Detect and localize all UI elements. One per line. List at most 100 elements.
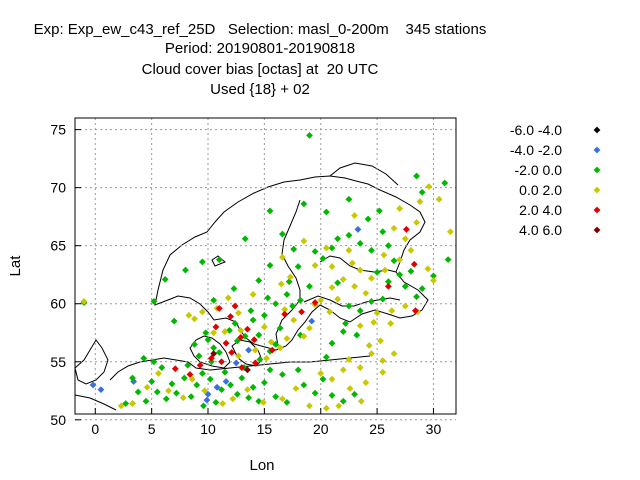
data-point (97, 386, 105, 394)
data-point (351, 282, 358, 290)
data-point (328, 339, 336, 347)
data-point (322, 353, 330, 361)
legend-label: -4.0 -2.0 (510, 142, 562, 158)
data-point (290, 245, 298, 253)
data-point (180, 374, 188, 382)
data-point (182, 266, 189, 274)
title-line-2: Period: 20190801-20190818 (164, 40, 356, 57)
data-point (281, 306, 289, 313)
data-point (276, 344, 284, 352)
data-point (245, 394, 252, 402)
data-point (381, 266, 389, 274)
data-point (129, 374, 136, 382)
data-point (354, 226, 362, 233)
data-point (227, 313, 234, 320)
data-point (292, 385, 300, 392)
data-point (204, 390, 212, 398)
data-point (334, 295, 342, 303)
data-point (231, 320, 239, 327)
data-point (185, 311, 193, 319)
data-point (368, 246, 375, 254)
legend-label: -2.0 0.0 (515, 162, 563, 178)
data-point (308, 317, 316, 325)
data-point (290, 316, 298, 324)
data-point (380, 251, 388, 259)
data-point (230, 285, 238, 293)
data-point (215, 349, 223, 356)
data-point (375, 207, 383, 215)
data-point (334, 279, 342, 287)
data-point (187, 393, 195, 400)
data-point (143, 383, 151, 391)
data-point (150, 358, 158, 366)
data-point (425, 183, 433, 190)
data-point (368, 298, 375, 305)
data-point (356, 322, 364, 330)
data-point (249, 316, 257, 324)
data-point (142, 397, 150, 405)
data-point (215, 256, 223, 264)
y-tick-label: 55 (50, 354, 66, 370)
data-point (244, 386, 251, 394)
data-point (207, 358, 215, 366)
data-point (370, 318, 378, 326)
data-point (221, 368, 229, 376)
data-point (272, 393, 280, 400)
data-point (210, 296, 218, 304)
x-tick-label: 5 (148, 421, 156, 437)
map-outline (74, 162, 429, 411)
data-point (203, 396, 211, 404)
data-point (255, 331, 263, 339)
data-point (311, 248, 319, 255)
data-point (272, 340, 280, 348)
data-point (384, 278, 392, 286)
legend-marker (593, 166, 601, 174)
data-point (364, 215, 372, 223)
data-point (430, 277, 437, 284)
data-point (446, 228, 454, 236)
data-point (89, 381, 97, 389)
data-point (249, 383, 257, 391)
data-point (300, 237, 308, 245)
data-point (173, 389, 180, 397)
data-point (256, 356, 264, 363)
data-point (122, 400, 130, 407)
data-point (247, 307, 255, 315)
data-point (335, 402, 343, 410)
data-point (264, 294, 272, 302)
data-point (300, 200, 308, 208)
data-point (413, 293, 420, 301)
data-point (80, 298, 88, 305)
data-point (339, 366, 347, 374)
data-point (222, 378, 230, 385)
data-point (379, 228, 387, 236)
x-tick-label: 15 (257, 421, 273, 437)
data-point (346, 385, 354, 392)
data-point (306, 402, 313, 410)
data-point (129, 400, 136, 407)
data-point (210, 329, 218, 337)
data-point (285, 278, 293, 286)
data-point (410, 260, 418, 268)
data-point (430, 272, 437, 280)
data-point (356, 266, 364, 274)
data-point (206, 375, 214, 383)
data-point (204, 336, 212, 344)
data-point (328, 244, 336, 252)
y-tick-label: 65 (50, 238, 66, 254)
data-point (345, 302, 353, 310)
data-point (238, 364, 246, 371)
data-point (281, 310, 289, 318)
data-point (362, 379, 370, 387)
data-point (130, 378, 138, 385)
data-point (184, 361, 192, 369)
data-point (351, 212, 358, 219)
data-point (418, 285, 426, 293)
data-point (250, 336, 258, 344)
data-point (218, 358, 225, 366)
x-axis-label: Lon (249, 457, 274, 474)
data-point (162, 395, 170, 403)
data-point (229, 395, 237, 403)
data-point (311, 262, 319, 269)
data-point (140, 354, 148, 362)
